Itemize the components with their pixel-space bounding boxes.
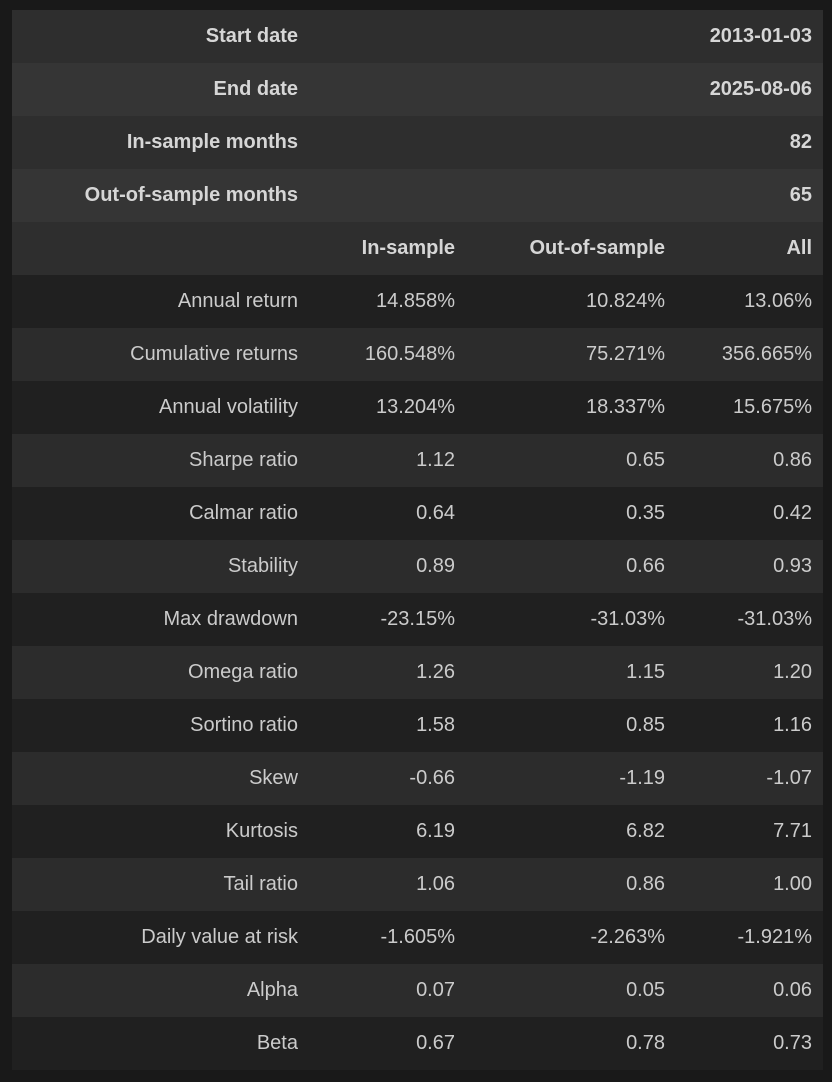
stats-cell-in-sample: 1.12	[416, 449, 455, 471]
stats-row-label: Sharpe ratio	[189, 449, 298, 471]
stats-cell-out-of-sample: 75.271%	[586, 343, 665, 365]
stats-row: Kurtosis 6.19 6.82 7.71	[12, 805, 823, 858]
stats-row: Calmar ratio 0.64 0.35 0.42	[12, 487, 823, 540]
stats-cell-all: 1.20	[773, 661, 812, 683]
stats-cell-in-sample: 14.858%	[376, 290, 455, 312]
stats-row-label: Skew	[249, 767, 298, 789]
stats-cell-all: 15.675%	[733, 396, 812, 418]
stats-cell-in-sample: -1.605%	[380, 926, 456, 948]
stats-cell-out-of-sample: 0.85	[626, 714, 665, 736]
stats-cell-all: -31.03%	[737, 608, 813, 630]
stats-cell-in-sample: -0.66	[409, 767, 455, 789]
stats-header-row: In-sample Out-of-sample All	[12, 222, 823, 275]
stats-cell-all: 0.86	[773, 449, 812, 471]
stats-row-label: Sortino ratio	[190, 714, 298, 736]
summary-row: Out-of-sample months 65	[12, 169, 823, 222]
summary-row-label: Out-of-sample months	[84, 184, 298, 206]
stats-cell-all: 0.93	[773, 555, 812, 577]
stats-cell-all: 0.73	[773, 1032, 812, 1054]
stats-cell-out-of-sample: 0.05	[626, 979, 665, 1001]
stats-cell-out-of-sample: 0.66	[626, 555, 665, 577]
stats-row-label: Tail ratio	[223, 873, 298, 895]
summary-row: End date 2025-08-06	[12, 63, 823, 116]
stats-row-label: Max drawdown	[163, 608, 298, 630]
stats-cell-all: 7.71	[773, 820, 812, 842]
summary-row-label: End date	[213, 78, 298, 100]
stats-cell-out-of-sample: 0.86	[626, 873, 665, 895]
column-header: All	[786, 237, 812, 259]
stats-row: Tail ratio 1.06 0.86 1.00	[12, 858, 823, 911]
stats-row: Max drawdown -23.15% -31.03% -31.03%	[12, 593, 823, 646]
stats-cell-out-of-sample: 0.78	[626, 1032, 665, 1054]
stats-cell-out-of-sample: -1.19	[619, 767, 665, 789]
stats-row-label: Beta	[256, 1032, 298, 1054]
stats-cell-out-of-sample: 0.35	[626, 502, 665, 524]
performance-stats-table: In-sample Out-of-sample All Annual return …	[12, 222, 823, 1070]
stats-row-label: Alpha	[246, 979, 298, 1001]
summary-row: In-sample months 82	[12, 116, 823, 169]
stats-cell-out-of-sample: 0.65	[626, 449, 665, 471]
summary-row-value: 2025-08-06	[709, 78, 812, 100]
stats-cell-in-sample: 160.548%	[364, 343, 455, 365]
stats-cell-in-sample: 1.06	[416, 873, 455, 895]
stats-row: Omega ratio 1.26 1.15 1.20	[12, 646, 823, 699]
stats-row-label: Kurtosis	[225, 820, 298, 842]
stats-row-label: Omega ratio	[187, 661, 298, 683]
stats-cell-in-sample: 0.64	[416, 502, 455, 524]
stats-cell-all: -1.921%	[737, 926, 813, 948]
stats-cell-out-of-sample: 6.82	[626, 820, 665, 842]
stats-row-label: Daily value at risk	[141, 926, 298, 948]
summary-table: Start date 2013-01-03 End date 2025-08-0…	[12, 10, 823, 222]
stats-row: Sortino ratio 1.58 0.85 1.16	[12, 699, 823, 752]
stats-row: Alpha 0.07 0.05 0.06	[12, 964, 823, 1017]
stats-row-label: Calmar ratio	[189, 502, 298, 524]
summary-row-value: 65	[789, 184, 812, 206]
summary-row-value: 2013-01-03	[709, 25, 812, 47]
column-header: Out-of-sample	[529, 237, 665, 259]
stats-cell-out-of-sample: 1.15	[626, 661, 665, 683]
stats-row: Stability 0.89 0.66 0.93	[12, 540, 823, 593]
stats-cell-in-sample: -23.15%	[380, 608, 456, 630]
stats-cell-out-of-sample: -2.263%	[590, 926, 666, 948]
stats-cell-all: 1.00	[773, 873, 812, 895]
stats-cell-in-sample: 1.58	[416, 714, 455, 736]
summary-row-label: In-sample months	[126, 131, 298, 153]
stats-row-label: Cumulative returns	[130, 343, 298, 365]
stats-cell-all: 356.665%	[721, 343, 812, 365]
stats-cell-in-sample: 0.07	[416, 979, 455, 1001]
stats-row: Sharpe ratio 1.12 0.65 0.86	[12, 434, 823, 487]
stats-cell-all: 13.06%	[744, 290, 812, 312]
summary-row: Start date 2013-01-03	[12, 10, 823, 63]
stats-cell-out-of-sample: 10.824%	[586, 290, 665, 312]
stats-row-label: Stability	[227, 555, 298, 577]
stats-row: Daily value at risk -1.605% -2.263% -1.9…	[12, 911, 823, 964]
stats-cell-all: 0.42	[773, 502, 812, 524]
stats-row-label: Annual volatility	[159, 396, 298, 418]
summary-row-label: Start date	[205, 25, 298, 47]
stats-cell-in-sample: 0.67	[416, 1032, 455, 1054]
stats-cell-in-sample: 1.26	[416, 661, 455, 683]
stats-cell-all: 0.06	[773, 979, 812, 1001]
stats-row: Annual volatility 13.204% 18.337% 15.675…	[12, 381, 823, 434]
stats-cell-all: 1.16	[773, 714, 812, 736]
summary-row-value: 82	[789, 131, 812, 153]
stats-cell-in-sample: 0.89	[416, 555, 455, 577]
stats-cell-out-of-sample: 18.337%	[586, 396, 665, 418]
stats-cell-in-sample: 6.19	[416, 820, 455, 842]
stats-cell-all: -1.07	[766, 767, 812, 789]
stats-cell-out-of-sample: -31.03%	[590, 608, 666, 630]
stats-row: Beta 0.67 0.78 0.73	[12, 1017, 823, 1070]
stats-cell-in-sample: 13.204%	[376, 396, 455, 418]
stats-row: Skew -0.66 -1.19 -1.07	[12, 752, 823, 805]
stats-row: Cumulative returns 160.548% 75.271% 356.…	[12, 328, 823, 381]
column-header: In-sample	[361, 237, 455, 259]
stats-row: Annual return 14.858% 10.824% 13.06%	[12, 275, 823, 328]
stats-row-label: Annual return	[177, 290, 298, 312]
